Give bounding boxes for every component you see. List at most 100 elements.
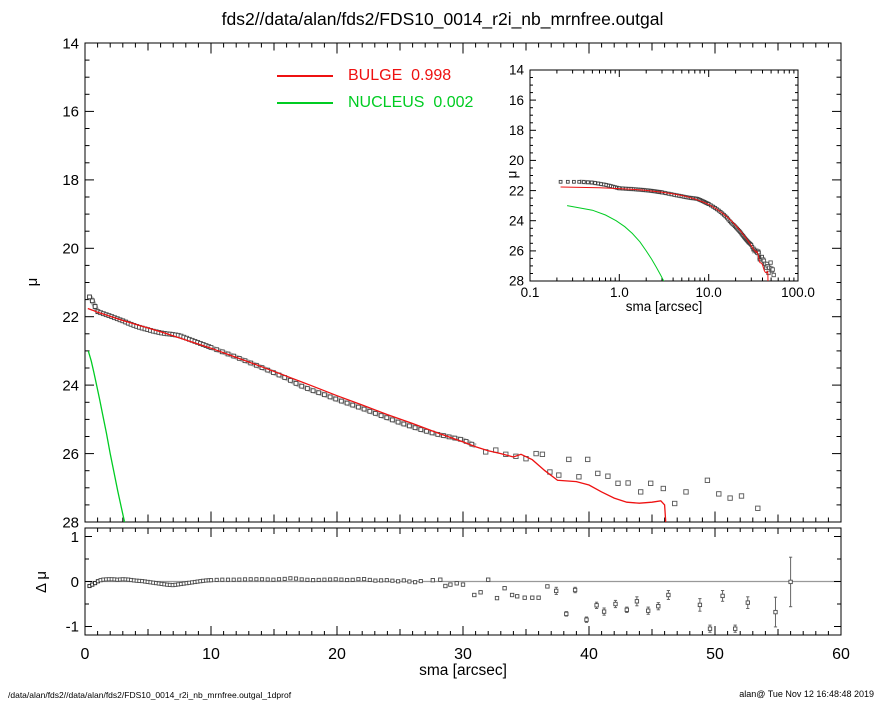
data-point-marker (87, 294, 92, 300)
data-point-marker (333, 396, 339, 402)
data-point-marker (460, 582, 466, 587)
data-point-marker (502, 586, 507, 591)
data-point-marker (328, 577, 333, 582)
residual-x-axis-label: sma [arcsec] (419, 662, 507, 679)
data-point-marker (220, 577, 225, 582)
data-point-marker (564, 611, 569, 617)
legend: BULGE 0.998 NUCLEUS 0.002 (277, 62, 473, 116)
data-point-marker (288, 576, 293, 581)
data-point-marker (384, 578, 389, 583)
data-point-marker (237, 577, 242, 582)
data-point-marker (565, 179, 570, 184)
main-plot: 14 16 18 20 22 24 26 28 (62, 35, 842, 531)
bulge-line-sample (277, 74, 333, 77)
data-point-marker (733, 626, 738, 631)
data-point-marker (362, 577, 367, 582)
data-point-marker (282, 576, 287, 581)
data-point-marker (545, 584, 550, 589)
data-point-marker (755, 505, 761, 511)
x-tick-label: 100.0 (781, 285, 815, 300)
inset-y-axis-label: μ (504, 170, 520, 179)
residual-plot: 0 10 20 30 40 50 60-101 (66, 527, 850, 663)
data-point-marker (601, 609, 607, 614)
nucleus-line (87, 350, 126, 522)
data-point-marker (533, 450, 539, 457)
data-point-marker (378, 413, 384, 418)
data-point-marker (322, 577, 327, 582)
data-point-marker (293, 381, 299, 386)
data-point-marker (407, 423, 412, 429)
data-point-marker (339, 398, 344, 404)
y-tick-label: 22 (509, 183, 524, 198)
data-point-marker (683, 489, 689, 495)
data-point-marker (443, 583, 448, 589)
data-point-marker (788, 579, 793, 585)
data-point-marker (536, 595, 541, 600)
data-point-marker (390, 417, 395, 423)
y-tick-label: 14 (509, 63, 525, 78)
data-point-marker (584, 617, 589, 622)
y-tick-label: 22 (62, 309, 79, 326)
data-point-marker (572, 587, 578, 593)
y-tick-label: 1 (71, 529, 79, 546)
data-point-marker (395, 419, 401, 425)
data-point-marker (327, 394, 333, 400)
data-point-marker (634, 599, 640, 604)
inset-bulge-line (560, 186, 769, 281)
data-point-marker (345, 577, 350, 583)
data-point-marker (509, 592, 515, 598)
x-tick-label: 0.1 (521, 285, 540, 300)
y-tick-label: 0 (71, 574, 79, 591)
data-point-marker (486, 577, 491, 582)
data-point-marker (384, 415, 390, 421)
data-point-marker (208, 578, 214, 583)
data-point-marker (214, 577, 219, 582)
y-tick-label: 24 (62, 377, 79, 394)
data-point-marker (660, 485, 666, 492)
y-tick-label: 18 (509, 123, 524, 138)
inset-x-axis-label: sma [arcsec] (625, 299, 703, 314)
y-tick-label: 24 (509, 213, 525, 228)
legend-item-nucleus: NUCLEUS 0.002 (277, 89, 473, 116)
observed-markers (87, 294, 761, 511)
data-point-marker (373, 578, 378, 583)
data-point-marker (454, 581, 459, 586)
data-point-marker (625, 480, 631, 486)
data-point-marker (438, 577, 443, 582)
data-point-marker (305, 386, 310, 391)
data-point-marker (401, 421, 407, 427)
data-point-marker (596, 181, 601, 186)
page-title: fds2//data/alan/fds2/FDS10_0014_r2i_nb_m… (221, 9, 664, 29)
data-point-marker (554, 588, 559, 594)
y-tick-label: 16 (509, 93, 524, 108)
observed-halo-band (87, 295, 477, 449)
data-point-marker (299, 577, 304, 582)
data-point-marker (254, 577, 259, 582)
data-point-marker (646, 608, 651, 613)
data-point-marker (727, 495, 733, 501)
data-point-marker (615, 480, 621, 486)
data-point-marker (672, 500, 678, 507)
data-point-marker (418, 579, 423, 584)
data-point-marker (299, 383, 305, 389)
legend-label-nucleus: NUCLEUS 0.002 (348, 93, 474, 111)
data-point-marker (367, 577, 372, 582)
data-point-marker (522, 595, 527, 600)
data-point-marker (242, 577, 248, 582)
inset-plot: 0.1 1.0 10.0 100.0 14 16 18 20 22 24 26 28 (509, 63, 815, 300)
data-point-marker (771, 272, 776, 278)
data-point-marker (344, 400, 350, 406)
data-point-marker (577, 179, 582, 184)
data-point-marker (624, 607, 629, 612)
data-point-marker (89, 298, 95, 304)
data-point-marker (593, 181, 597, 185)
main-y-axis-label: μ (24, 277, 41, 287)
data-point-marker (589, 180, 594, 185)
y-tick-label: 20 (509, 153, 524, 168)
footer-output-path: /data/alan/fds2//data/alan/fds2/FDS10_00… (8, 690, 292, 700)
data-point-marker (566, 456, 572, 463)
data-point-marker (316, 577, 321, 582)
data-point-marker (379, 578, 384, 583)
